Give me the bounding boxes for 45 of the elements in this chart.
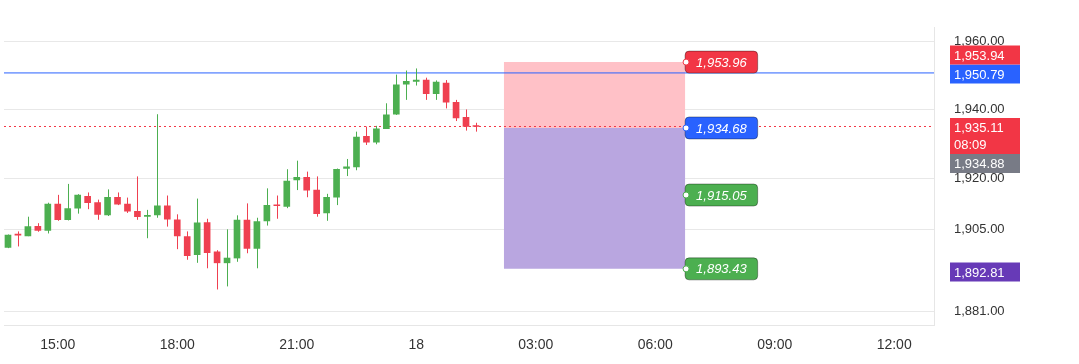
y-tick-label: 1,960.00 — [954, 33, 1005, 49]
candlestick — [373, 125, 380, 145]
candlestick — [74, 193, 82, 215]
candlestick — [303, 171, 311, 198]
candlestick — [134, 175, 141, 221]
candlestick — [54, 194, 62, 222]
candlestick — [104, 188, 111, 217]
candlestick — [442, 79, 450, 109]
text: 1,892.81 — [954, 264, 1005, 280]
candlestick — [323, 193, 330, 222]
y-tick-label: 1,905.00 — [954, 220, 1005, 236]
x-tick-label: 03:00 — [518, 336, 554, 353]
y-tick-label: 1,940.00 — [954, 101, 1005, 117]
candlestick — [402, 70, 410, 101]
ref-line-label: 1,950.79 — [954, 66, 1005, 82]
x-tick-label: 15:00 — [40, 336, 76, 353]
ref-line-label: 1,935.11 08:09 — [954, 120, 1004, 153]
candlestick — [293, 160, 301, 191]
candlestick — [183, 230, 191, 261]
annotation: 1,915.05 — [696, 187, 748, 203]
annotation: 1,934.68 — [696, 120, 748, 136]
candlestick — [144, 209, 151, 239]
candlestick — [412, 67, 420, 87]
text: 1,953.94 — [954, 47, 1005, 63]
candlestick — [263, 187, 271, 227]
x-tick-label: 21:00 — [279, 336, 315, 353]
candlestick — [363, 126, 370, 146]
x-tick-label: 06:00 — [637, 336, 673, 353]
candlestick — [94, 199, 101, 221]
x-tick-label: 09:00 — [757, 336, 793, 353]
y-tick-label: 1,920.00 — [954, 169, 1005, 185]
candlestick — [64, 183, 72, 221]
x-tick-label: 18:00 — [159, 336, 195, 353]
text: 1,934.88 — [954, 156, 1005, 172]
x-tick-label: 12:00 — [876, 336, 912, 353]
candlestick — [154, 113, 161, 219]
candlestick — [173, 213, 181, 250]
annotation: 1,953.96 — [696, 54, 748, 70]
candlestick — [422, 77, 430, 101]
candlestick — [163, 195, 171, 228]
annotation: 1,893.43 — [696, 261, 748, 277]
x-tick-label: 18 — [408, 336, 425, 353]
y-tick-label: 1,881.00 — [954, 302, 1005, 318]
candlestick — [273, 195, 281, 220]
candlestick — [383, 102, 390, 130]
